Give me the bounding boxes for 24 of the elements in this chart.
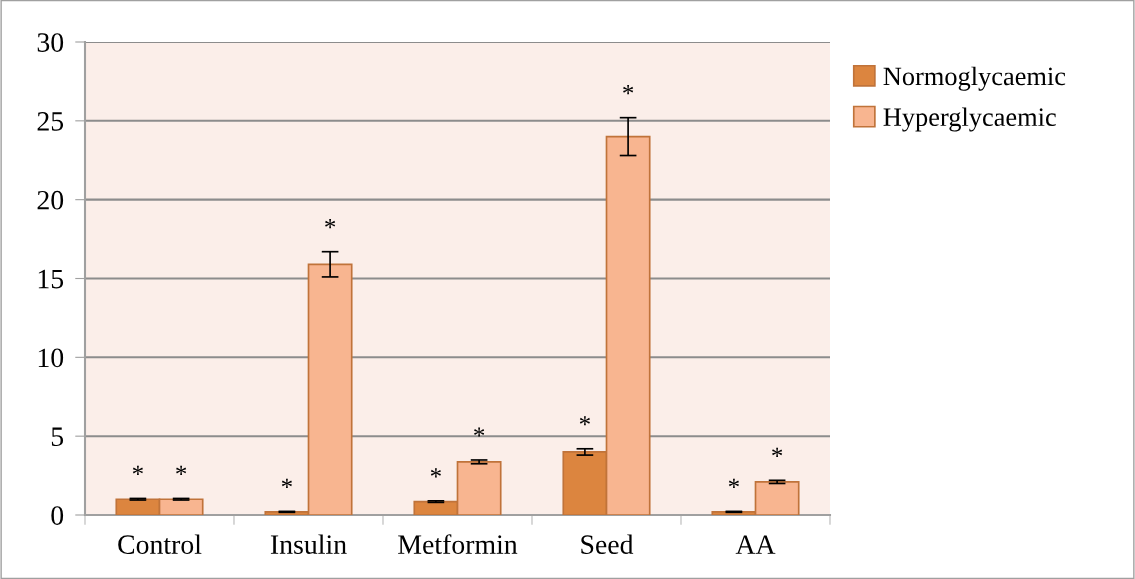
annotation: * [325, 219, 336, 229]
y-tick-label: 30 [37, 33, 64, 52]
y-tick-label: 25 [37, 112, 64, 131]
x-tick-label: Metformin [398, 534, 518, 554]
y-tick-label: 10 [38, 348, 64, 368]
y-tick-label: 5 [51, 427, 64, 447]
legend-label: Normoglycaemic [883, 66, 1066, 91]
x-tick-label: Control [118, 534, 202, 554]
y-tick-label: 20 [37, 190, 64, 210]
annotation: * [728, 478, 739, 488]
annotation: * [176, 465, 187, 476]
x-tick-label: Seed [581, 534, 634, 554]
annotation: * [772, 447, 783, 457]
annotation: * [281, 478, 292, 488]
annotation: * [132, 465, 143, 476]
annotation: * [474, 427, 485, 437]
x-tick-label: AA [735, 535, 776, 554]
annotation: * [579, 416, 590, 426]
annotation: * [430, 468, 441, 478]
y-tick-label: 15 [38, 269, 64, 289]
y-tick-label: 0 [51, 506, 64, 525]
annotation: * [623, 85, 634, 95]
x-tick-label: Insulin [270, 534, 347, 554]
legend-label: Hyperglycaemic [883, 107, 1056, 132]
